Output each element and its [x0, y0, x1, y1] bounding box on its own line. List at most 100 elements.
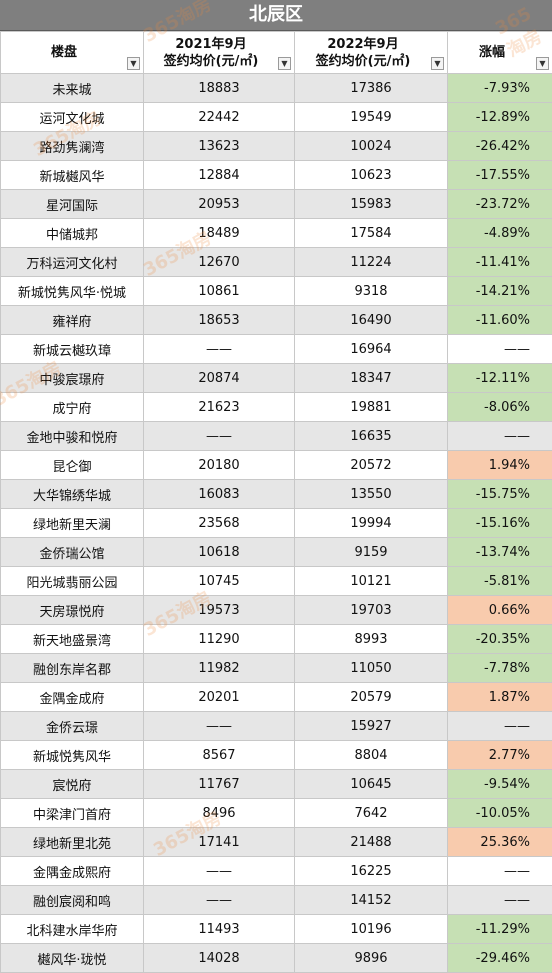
price-2021-cell[interactable]: —— — [144, 712, 295, 741]
price-2022-cell[interactable]: 16225 — [295, 857, 448, 886]
price-2021-cell[interactable]: 18883 — [144, 74, 295, 103]
change-cell[interactable]: -4.89% — [448, 219, 552, 248]
change-cell[interactable]: -14.21% — [448, 277, 552, 306]
price-2022-cell[interactable]: 10645 — [295, 770, 448, 799]
change-cell[interactable]: -13.74% — [448, 538, 552, 567]
filter-dropdown-icon[interactable]: ▼ — [278, 57, 291, 70]
project-name-cell[interactable]: 运河文化城 — [1, 103, 144, 132]
project-name-cell[interactable]: 金地中骏和悦府 — [1, 422, 144, 451]
project-name-cell[interactable]: 未来城 — [1, 74, 144, 103]
change-cell[interactable]: —— — [448, 422, 552, 451]
price-2022-cell[interactable]: 8804 — [295, 741, 448, 770]
price-2022-cell[interactable]: 11050 — [295, 654, 448, 683]
price-2021-cell[interactable]: 11290 — [144, 625, 295, 654]
price-2021-cell[interactable]: 18489 — [144, 219, 295, 248]
price-2021-cell[interactable]: 12670 — [144, 248, 295, 277]
project-name-cell[interactable]: 昆仑御 — [1, 451, 144, 480]
project-name-cell[interactable]: 万科运河文化村 — [1, 248, 144, 277]
project-name-cell[interactable]: 绿地新里天澜 — [1, 509, 144, 538]
price-2021-cell[interactable]: 8567 — [144, 741, 295, 770]
project-name-cell[interactable]: 新城悦隽风华 — [1, 741, 144, 770]
project-name-cell[interactable]: 路劲隽澜湾 — [1, 132, 144, 161]
project-name-cell[interactable]: 大华锦绣华城 — [1, 480, 144, 509]
change-cell[interactable]: -7.93% — [448, 74, 552, 103]
price-2021-cell[interactable]: 17141 — [144, 828, 295, 857]
price-2021-cell[interactable]: 10861 — [144, 277, 295, 306]
price-2021-cell[interactable]: 20874 — [144, 364, 295, 393]
price-2022-cell[interactable]: 11224 — [295, 248, 448, 277]
price-2022-cell[interactable]: 16964 — [295, 335, 448, 364]
price-2022-cell[interactable]: 10196 — [295, 915, 448, 944]
change-cell[interactable]: -8.06% — [448, 393, 552, 422]
price-2021-cell[interactable]: 20953 — [144, 190, 295, 219]
price-2022-cell[interactable]: 19703 — [295, 596, 448, 625]
price-2021-cell[interactable]: 13623 — [144, 132, 295, 161]
project-name-cell[interactable]: 金隅金成府 — [1, 683, 144, 712]
price-2021-cell[interactable]: 23568 — [144, 509, 295, 538]
price-2022-cell[interactable]: 7642 — [295, 799, 448, 828]
change-cell[interactable]: -23.72% — [448, 190, 552, 219]
price-2021-cell[interactable]: 18653 — [144, 306, 295, 335]
price-2022-cell[interactable]: 10121 — [295, 567, 448, 596]
price-2021-cell[interactable]: 22442 — [144, 103, 295, 132]
price-2021-cell[interactable]: —— — [144, 857, 295, 886]
change-cell[interactable]: —— — [448, 712, 552, 741]
price-2021-cell[interactable]: 16083 — [144, 480, 295, 509]
price-2021-cell[interactable]: —— — [144, 886, 295, 915]
change-cell[interactable]: -9.54% — [448, 770, 552, 799]
project-name-cell[interactable]: 星河国际 — [1, 190, 144, 219]
project-name-cell[interactable]: 新城云樾玖璋 — [1, 335, 144, 364]
price-2022-cell[interactable]: 21488 — [295, 828, 448, 857]
price-2021-cell[interactable]: 20180 — [144, 451, 295, 480]
price-2021-cell[interactable]: 11982 — [144, 654, 295, 683]
price-2022-cell[interactable]: 15983 — [295, 190, 448, 219]
project-name-cell[interactable]: 中储城邦 — [1, 219, 144, 248]
price-2022-cell[interactable]: 13550 — [295, 480, 448, 509]
change-cell[interactable]: -11.60% — [448, 306, 552, 335]
filter-dropdown-icon[interactable]: ▼ — [127, 57, 140, 70]
project-name-cell[interactable]: 新城悦隽风华·悦城 — [1, 277, 144, 306]
price-2021-cell[interactable]: 12884 — [144, 161, 295, 190]
price-2021-cell[interactable]: 21623 — [144, 393, 295, 422]
price-2021-cell[interactable]: —— — [144, 422, 295, 451]
project-name-cell[interactable]: 融创宸阅和鸣 — [1, 886, 144, 915]
price-2021-cell[interactable]: 11767 — [144, 770, 295, 799]
project-name-cell[interactable]: 新城樾风华 — [1, 161, 144, 190]
price-2022-cell[interactable]: 10623 — [295, 161, 448, 190]
price-2021-cell[interactable]: 19573 — [144, 596, 295, 625]
change-cell[interactable]: 0.66% — [448, 596, 552, 625]
change-cell[interactable]: —— — [448, 857, 552, 886]
price-2021-cell[interactable]: 10618 — [144, 538, 295, 567]
price-2022-cell[interactable]: 10024 — [295, 132, 448, 161]
price-2022-cell[interactable]: 19881 — [295, 393, 448, 422]
price-2022-cell[interactable]: 8993 — [295, 625, 448, 654]
change-cell[interactable]: -11.41% — [448, 248, 552, 277]
filter-dropdown-icon[interactable]: ▼ — [431, 57, 444, 70]
change-cell[interactable]: 1.94% — [448, 451, 552, 480]
price-2022-cell[interactable]: 19549 — [295, 103, 448, 132]
price-2021-cell[interactable]: 20201 — [144, 683, 295, 712]
change-cell[interactable]: —— — [448, 335, 552, 364]
change-cell[interactable]: -7.78% — [448, 654, 552, 683]
change-cell[interactable]: -17.55% — [448, 161, 552, 190]
price-2022-cell[interactable]: 14152 — [295, 886, 448, 915]
project-name-cell[interactable]: 中梁津门首府 — [1, 799, 144, 828]
change-cell[interactable]: 1.87% — [448, 683, 552, 712]
price-2022-cell[interactable]: 15927 — [295, 712, 448, 741]
project-name-cell[interactable]: 天房璟悦府 — [1, 596, 144, 625]
price-2022-cell[interactable]: 17386 — [295, 74, 448, 103]
change-cell[interactable]: -11.29% — [448, 915, 552, 944]
change-cell[interactable]: -29.46% — [448, 944, 552, 973]
filter-dropdown-icon[interactable]: ▼ — [536, 57, 549, 70]
project-name-cell[interactable]: 阳光城翡丽公园 — [1, 567, 144, 596]
project-name-cell[interactable]: 樾风华·珑悦 — [1, 944, 144, 973]
project-name-cell[interactable]: 雍祥府 — [1, 306, 144, 335]
change-cell[interactable]: -20.35% — [448, 625, 552, 654]
change-cell[interactable]: -12.11% — [448, 364, 552, 393]
change-cell[interactable]: -10.05% — [448, 799, 552, 828]
price-2021-cell[interactable]: —— — [144, 335, 295, 364]
change-cell[interactable]: -26.42% — [448, 132, 552, 161]
price-2022-cell[interactable]: 16635 — [295, 422, 448, 451]
project-name-cell[interactable]: 新天地盛景湾 — [1, 625, 144, 654]
price-2022-cell[interactable]: 16490 — [295, 306, 448, 335]
